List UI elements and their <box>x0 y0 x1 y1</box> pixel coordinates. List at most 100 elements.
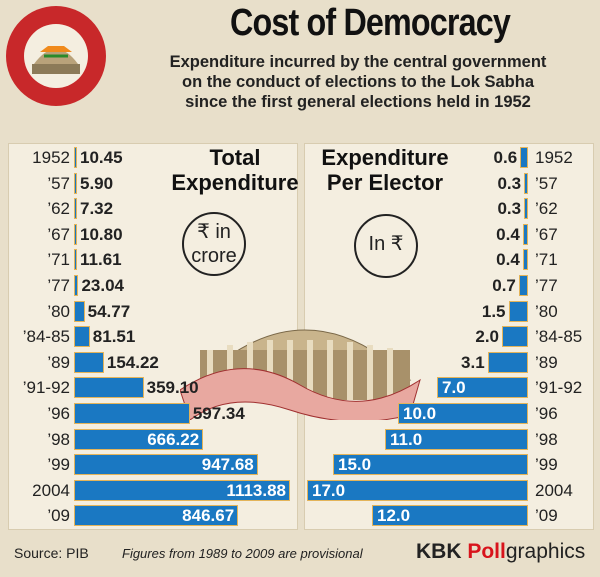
total-value-label: 10.80 <box>80 224 123 244</box>
per-elector-value-label: 2.0 <box>475 327 499 347</box>
page-title: Cost of Democracy <box>230 2 511 44</box>
per-elector-bar <box>487 351 528 373</box>
total-value-label: 23.04 <box>81 276 124 295</box>
category-label: ’80 <box>47 301 70 321</box>
per-elector-value-label: 0.3 <box>497 199 522 219</box>
category-label: ’84-85 <box>22 327 70 347</box>
source-text: Source: PIB <box>14 545 89 561</box>
per-elector-value-label: 11.0 <box>390 429 423 449</box>
per-elector-bar <box>437 377 528 399</box>
per-elector-bar <box>524 198 528 220</box>
subtitle-line: on the conduct of elections to the Lok S… <box>181 73 535 91</box>
per-elector-bar <box>307 479 528 501</box>
per-elector-value-label: 0.7 <box>492 276 516 295</box>
per-elector-bar <box>333 454 528 476</box>
per-elector-value-label: 17.0 <box>312 480 346 500</box>
category-label: ’62 <box>47 199 70 219</box>
per-elector-bar <box>520 147 528 168</box>
total-value-label: 846.67 <box>182 506 235 526</box>
brand-part: Poll <box>467 540 506 563</box>
per-elector-bar <box>524 172 528 194</box>
per-elector-bar <box>385 428 528 450</box>
per-elector-bar <box>398 403 528 424</box>
total-bar <box>74 351 104 373</box>
per-elector-bar <box>518 275 528 296</box>
category-label: 1952 <box>32 148 70 167</box>
per-elector-value-label: 0.3 <box>497 173 522 193</box>
parliament-illustration <box>180 329 421 420</box>
total-value-label: 5.90 <box>80 173 114 193</box>
total-bar <box>74 172 77 194</box>
per-elector-bar <box>372 505 528 527</box>
category-label: ’89 <box>47 352 70 372</box>
per-elector-bar <box>502 326 528 348</box>
total-bar <box>74 249 77 271</box>
category-label: ’84-85 <box>535 327 583 347</box>
category-label: ’77 <box>535 276 558 295</box>
category-label: 1952 <box>535 148 573 167</box>
per-elector-bar <box>508 300 528 322</box>
category-label: ’71 <box>47 250 70 270</box>
total-bar <box>74 403 190 424</box>
per-elector-value-label: 7.0 <box>442 378 466 398</box>
total-value-label: 597.34 <box>192 404 245 423</box>
unit-badge-rupee: In ₹ <box>354 214 418 278</box>
brand-logo: KBK Pollgraphics <box>416 540 585 564</box>
per-elector-value-label: 10.0 <box>403 404 437 423</box>
per-elector-value-label: 12.0 <box>377 506 411 526</box>
category-label: ’80 <box>535 301 558 321</box>
total-bar <box>74 147 77 168</box>
total-bar <box>74 275 79 296</box>
category-label: ’67 <box>535 224 558 244</box>
total-value-label: 359.10 <box>146 378 199 398</box>
subtitle-line: Expenditure incurred by the central gove… <box>169 53 547 71</box>
brand-part: graphics <box>505 540 586 563</box>
general-elections-logo <box>6 6 106 106</box>
total-bar <box>74 223 77 245</box>
total-value-label: 947.68 <box>201 455 254 475</box>
category-label: ’67 <box>47 224 70 244</box>
subtitle: Expenditure incurred by the central gove… <box>120 52 596 112</box>
subtitle-line: since the first general elections held i… <box>185 93 531 111</box>
per-elector-value-label: 0.6 <box>493 148 518 167</box>
total-bar <box>74 479 290 501</box>
total-title: Total Expenditure <box>171 145 299 195</box>
category-label: ’71 <box>535 250 558 270</box>
category-label: ’99 <box>535 455 558 475</box>
category-label: ’57 <box>535 173 558 193</box>
category-label: ’89 <box>535 352 558 372</box>
per-elector-title: Expenditure Per Elector <box>321 145 449 195</box>
category-label: ’57 <box>47 173 70 193</box>
total-value-label: 54.77 <box>87 301 131 321</box>
total-value-label: 81.51 <box>92 327 136 347</box>
category-label: ’96 <box>47 404 70 423</box>
per-elector-value-label: 0.4 <box>496 250 520 270</box>
category-label: ’99 <box>47 455 70 475</box>
category-label: 2004 <box>535 480 573 500</box>
category-label: ’91-92 <box>22 378 70 398</box>
unit-badge-crore: ₹ in crore <box>182 212 246 276</box>
category-label: ’91-92 <box>535 378 583 398</box>
total-bar <box>74 326 90 348</box>
category-label: ’09 <box>535 506 558 526</box>
per-elector-value-label: 3.1 <box>461 352 485 372</box>
total-bar <box>74 505 239 527</box>
category-label: ’09 <box>47 506 70 526</box>
category-label: ’96 <box>535 404 558 423</box>
total-value-label: 7.32 <box>80 199 114 219</box>
per-elector-value-label: 0.4 <box>496 224 520 244</box>
total-value-label: 11.61 <box>80 250 122 270</box>
category-label: 2004 <box>32 480 70 500</box>
provisional-note: Figures from 1989 to 2009 are provisiona… <box>122 546 363 561</box>
total-value-label: 10.45 <box>80 148 123 167</box>
per-elector-value-label: 15.0 <box>338 455 372 475</box>
per-elector-value-label: 1.5 <box>481 301 506 321</box>
total-bar <box>74 454 258 476</box>
brand-part: KBK <box>416 540 468 563</box>
category-label: ’98 <box>535 429 558 449</box>
total-value-label: 666.22 <box>147 429 200 449</box>
total-bar <box>74 198 77 220</box>
total-bar <box>74 300 85 322</box>
total-value-label: 154.22 <box>106 352 159 372</box>
